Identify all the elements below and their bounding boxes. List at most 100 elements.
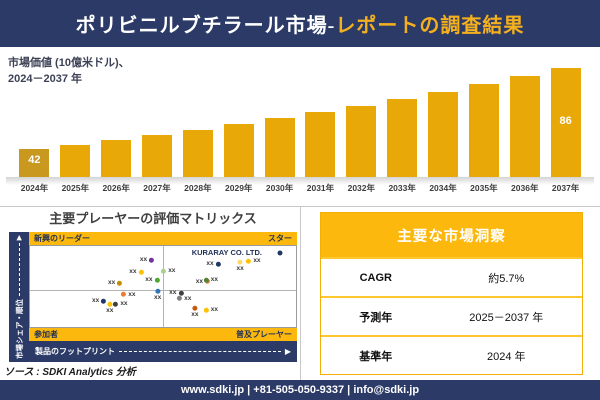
report-title-accent: レポートの調査結果 (335, 15, 525, 37)
x-axis-label: 2035年 (470, 183, 498, 193)
x-axis-label: 2036年 (511, 183, 539, 193)
footer-bar: www.sdki.jp | +81-505-050-9337 | info@sd… (0, 380, 600, 400)
x-axis-label: 2033年 (388, 183, 416, 193)
matrix-point: xx (169, 288, 184, 297)
matrix-y-axis-band: 市場シェア・順位 ▶ (9, 232, 29, 362)
bar-column: 2036年 (504, 59, 545, 197)
bar-2031年 (305, 112, 336, 177)
scatter-point-label: xx (210, 305, 218, 313)
insight-label: 予測年 (359, 311, 393, 324)
matrix-bottom-band: 参加者 普及プレーヤー (29, 328, 297, 341)
report-header: ポリビニルブチラール市場- レポートの調査結果 (0, 0, 600, 47)
matrix-point: xx (113, 301, 128, 308)
x-axis-label: 2026年 (102, 183, 130, 193)
scatter-point-label: xx (206, 259, 214, 267)
scatter-dot (246, 258, 252, 264)
scatter-dot (203, 277, 209, 283)
vertical-divider (300, 207, 301, 380)
bar-column: 2027年 (137, 59, 178, 197)
scatter-point-label: xx (128, 290, 136, 298)
bar-2035年 (468, 84, 499, 177)
bar-column: 2026年 (96, 59, 137, 197)
scatter-dot (101, 298, 107, 304)
player-matrix: 市場シェア・順位 ▶ 新興のリーダー スター KURARAY CO. LTD. … (9, 232, 297, 362)
x-axis-label: 2031年 (306, 183, 335, 193)
scatter-point-label: xx (145, 275, 153, 283)
bar-column: 2035年 (463, 59, 504, 197)
matrix-x-axis: 製品のフットプリント ▶ (29, 341, 297, 362)
bar-value-label: 86 (559, 115, 572, 127)
bar-chart-shadow (6, 177, 594, 185)
scatter-dot (113, 301, 119, 307)
bar-2029年 (223, 124, 254, 177)
bar-2033年 (387, 99, 418, 177)
bar-2034年 (428, 92, 459, 177)
insight-value: 約5.7% (488, 272, 525, 285)
matrix-y-axis-label: 市場シェア・順位 (14, 299, 24, 359)
matrix-point: xx (145, 275, 160, 284)
scatter-dot (138, 269, 144, 275)
scatter-dot (277, 250, 283, 256)
arrow-up-icon: ▶ (16, 235, 23, 241)
scatter-dot (178, 290, 184, 296)
quadrant-label-participants: 参加者 (34, 330, 58, 339)
bar-column: 2031年 (300, 59, 341, 197)
insight-row: 基準年 2024 年 (321, 335, 582, 374)
insight-value: 2024 年 (487, 350, 526, 363)
horizontal-divider (0, 206, 600, 207)
matrix-scatter-plot: KURARAY CO. LTD. xx xx xx xx xx xx xx xx xx xx xx x… (29, 245, 297, 328)
scatter-dot (149, 257, 155, 263)
matrix-top-band: 新興のリーダー スター (29, 232, 297, 245)
bar-2027年 (142, 135, 172, 177)
bar-2026年 (101, 140, 132, 177)
quadrant-label-emerging-leaders: 新興のリーダー (34, 234, 90, 243)
quadrant-label-pervasive-players: 普及プレーヤー (236, 330, 292, 339)
bar-2032年 (346, 106, 377, 177)
x-axis-label: 2028年 (184, 183, 212, 193)
matrix-main: 新興のリーダー スター KURARAY CO. LTD. xx xx xx xx xx x… (29, 232, 297, 362)
matrix-point: xx (161, 267, 175, 275)
scatter-dot (155, 288, 161, 294)
matrix-point: xx (92, 297, 107, 305)
insight-row: 予測年 2025－2037 年 (321, 296, 582, 335)
bar-column: 86 2037年 (545, 59, 586, 197)
bar-column: 2032年 (341, 59, 382, 197)
scatter-dot (121, 292, 127, 298)
scatter-point-label: xx (107, 279, 116, 286)
scatter-point-label: xx (169, 288, 177, 296)
bar-column: 2025年 (55, 59, 96, 197)
market-value-bar-chart: 42 2024年 2025年 2026年 2027年 2028年 2029年 2030年 203… (14, 59, 586, 197)
matrix-point: xx (121, 290, 136, 298)
chart-subtitle-line1: 市場価値 (10億米ドル)、 (8, 57, 130, 69)
footer-contact-text: www.sdki.jp | +81-505-050-9337 | info@sd… (180, 384, 420, 396)
bar-column: 2029年 (218, 59, 259, 197)
bar-2037年: 86 (550, 68, 581, 177)
arrow-right-icon: ▶ (284, 347, 291, 356)
scatter-point-label: xx (154, 293, 162, 301)
scatter-dot (161, 268, 167, 274)
scatter-dot (192, 305, 198, 311)
scatter-dot (215, 261, 221, 267)
bar-column: 2030年 (259, 59, 300, 197)
matrix-point: xx (246, 258, 261, 265)
source-note: ソース : SDKI Analytics 分析 (4, 367, 136, 378)
insights-table: 主要な市場洞察 CAGR 約5.7% 予測年 2025－2037 年基準年 2024 年 (320, 212, 583, 375)
scatter-point-label: xx (106, 307, 114, 315)
scatter-point-label: xx (210, 275, 218, 283)
x-axis-label: 2024年 (20, 183, 49, 193)
quadrant-label-stars: スター (268, 234, 292, 243)
bar-column: 42 2024年 (14, 59, 55, 197)
insights-title: 主要な市場洞察 (321, 213, 582, 257)
matrix-point: xx (140, 256, 155, 264)
scatter-dot (154, 277, 160, 283)
scatter-dot (107, 302, 113, 308)
matrix-y-axis: 市場シェア・順位 ▶ (9, 232, 29, 362)
dashed-line (18, 243, 20, 296)
bar-column: 2028年 (177, 59, 218, 197)
bar-2024年: 42 (19, 149, 50, 177)
company-annotation: KURARAY CO. LTD. (191, 248, 262, 258)
bar-value-label: 42 (28, 154, 41, 166)
x-axis-label: 2027年 (143, 183, 171, 193)
matrix-point: xx (177, 295, 191, 302)
